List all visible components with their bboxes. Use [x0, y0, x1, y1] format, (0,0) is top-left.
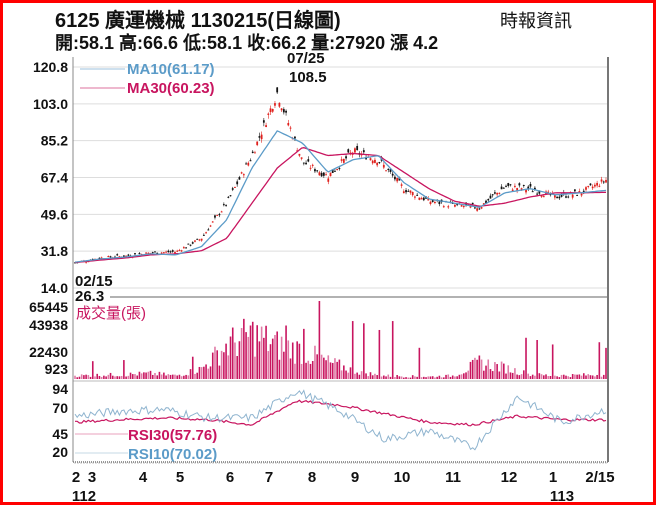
- x-tick-label: 5: [176, 469, 184, 486]
- rsi-tick-label: 20: [52, 444, 68, 460]
- year-label: 113: [550, 488, 574, 505]
- price-tick-label: 120.8: [33, 59, 68, 75]
- x-tick-label: 9: [351, 469, 359, 486]
- rsi10-legend: RSI10(70.02): [128, 446, 217, 463]
- x-axis-labels: 2 3 4 5 6 7 8 9 10 11 12 1 2/15 112 113: [72, 462, 615, 505]
- price-y-axis: 120.8 103.0 85.2 67.4 49.6 31.8 14.0: [33, 59, 68, 296]
- volume-tick-label: 65445: [29, 299, 68, 315]
- rsi30-line: [75, 399, 607, 427]
- rsi-tick-label: 70: [52, 400, 68, 416]
- volume-tick-label: 22430: [29, 344, 68, 360]
- ma10-legend: MA10(61.17): [127, 61, 215, 78]
- volume-bars: [74, 301, 607, 379]
- ma30-legend: MA30(60.23): [127, 80, 215, 97]
- low-date-annotation: 02/15: [75, 273, 113, 290]
- rsi-pane: 94 70 45 20 RSI30(57.76) RSI10(70.02): [52, 380, 608, 463]
- price-pane: 120.8 103.0 85.2 67.4 49.6 31.8 14.0 MA10(61.1…: [33, 50, 608, 305]
- price-tick-label: 67.4: [41, 170, 68, 186]
- x-tick-label: 10: [394, 469, 411, 486]
- rsi-y-axis: 94 70 45 20: [52, 381, 68, 460]
- x-tick-label: 8: [308, 469, 316, 486]
- price-tick-label: 14.0: [41, 280, 68, 296]
- x-tick-label: 3: [88, 469, 96, 486]
- year-label: 112: [72, 488, 96, 505]
- rsi-tick-label: 45: [52, 426, 68, 442]
- quote-summary: 開:58.1 高:66.6 低:58.1 收:66.2 量:27920 漲 4.…: [55, 33, 439, 53]
- chart-title: 6125 廣運機械 1130215(日線圖): [55, 10, 341, 32]
- rsi30-legend: RSI30(57.76): [128, 427, 217, 444]
- low-value-annotation: 26.3: [75, 288, 104, 305]
- high-value-annotation: 108.5: [289, 69, 327, 86]
- price-tick-label: 85.2: [41, 133, 68, 149]
- volume-tick-label: 43938: [29, 317, 68, 333]
- high-date-annotation: 07/25: [287, 50, 325, 67]
- rsi10-line: [74, 389, 607, 451]
- volume-label: 成交量(張): [76, 304, 146, 322]
- data-source-label: 時報資訊: [500, 11, 572, 31]
- x-tick-label: 6: [226, 469, 234, 486]
- price-tick-label: 31.8: [41, 243, 68, 259]
- x-tick-label: 1: [549, 469, 557, 486]
- volume-tick-label: 923: [45, 361, 69, 377]
- x-tick-label: 11: [445, 469, 461, 486]
- price-tick-label: 49.6: [41, 206, 68, 222]
- x-tick-label: 7: [265, 469, 273, 486]
- ma10-line: [74, 130, 607, 263]
- price-tick-label: 103.0: [33, 96, 68, 112]
- x-tick-label: 2: [72, 469, 80, 486]
- rsi-tick-label: 94: [52, 381, 68, 397]
- x-tick-label: 2/15: [585, 469, 614, 486]
- price-gridlines: [73, 66, 608, 289]
- candlesticks: [74, 87, 607, 264]
- x-tick-label: 12: [501, 469, 518, 486]
- x-tick-label: 4: [139, 469, 148, 486]
